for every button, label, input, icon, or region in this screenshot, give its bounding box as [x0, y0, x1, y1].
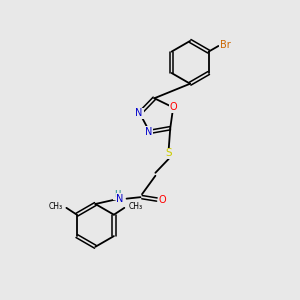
Text: O: O: [170, 102, 178, 112]
Text: N: N: [116, 194, 124, 204]
Text: O: O: [159, 195, 166, 205]
Text: S: S: [166, 148, 172, 158]
Text: CH₃: CH₃: [128, 202, 142, 211]
Text: N: N: [136, 108, 143, 118]
Text: CH₃: CH₃: [48, 202, 62, 211]
Text: H: H: [114, 190, 120, 199]
Text: Br: Br: [220, 40, 230, 50]
Text: N: N: [145, 127, 153, 137]
